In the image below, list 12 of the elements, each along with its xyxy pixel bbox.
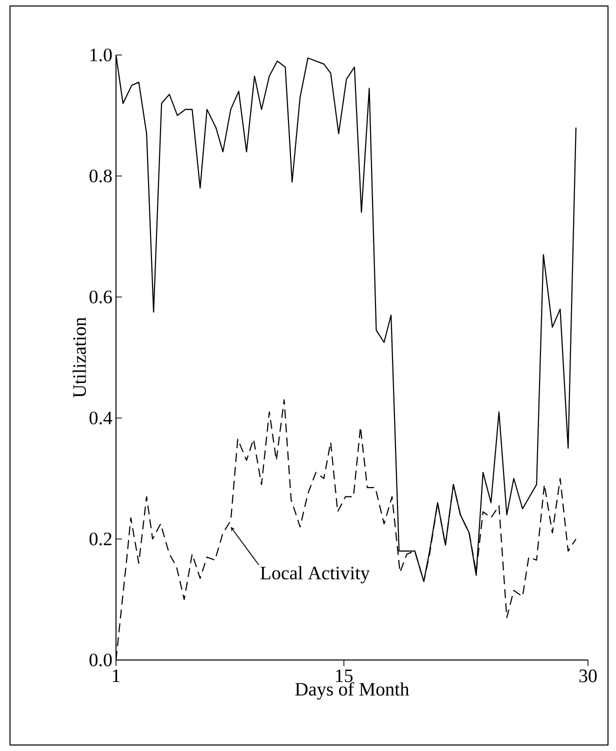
x-tick-label: 1 (112, 670, 120, 682)
x-tick-label: 15 (336, 670, 353, 682)
y-tick-label: 0.6 (90, 290, 112, 304)
x-tick-label: 30 (579, 670, 597, 682)
y-tick-label: 0.0 (90, 654, 112, 666)
y-tick-label: 0.2 (90, 532, 112, 546)
y-tick-label: 0.4 (90, 412, 112, 424)
annotation: Local Activity (260, 566, 370, 584)
y-tick-label: 1.0 (90, 48, 112, 62)
y-tick-label: 0.8 (90, 170, 112, 182)
y-axis-title: Utilization (72, 317, 86, 398)
x-axis-title: Days of Month (295, 682, 410, 700)
